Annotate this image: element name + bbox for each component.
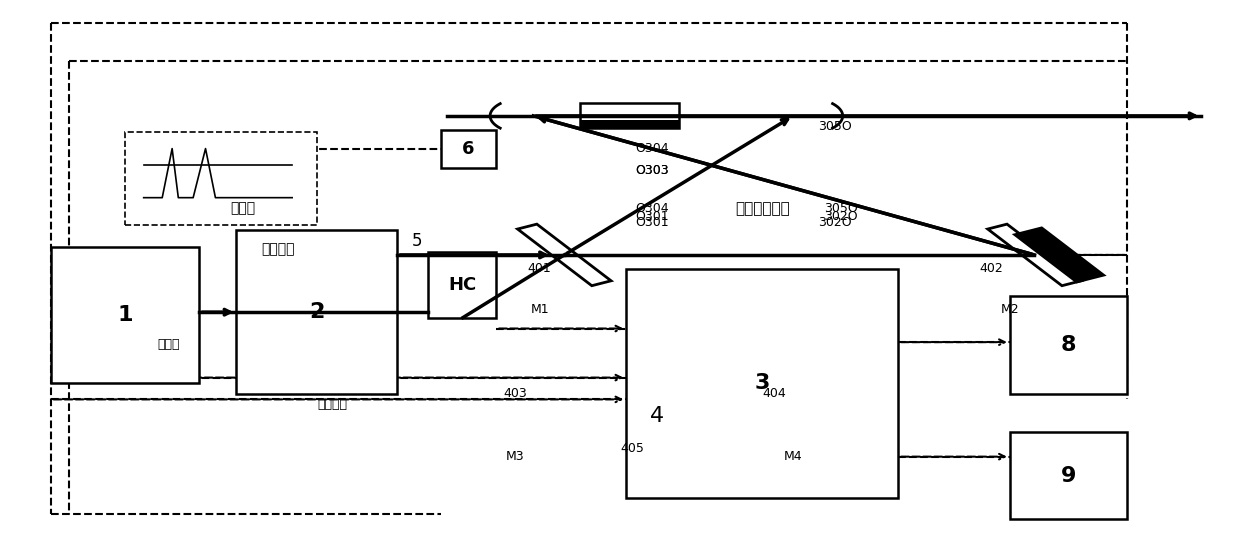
- Text: O303: O303: [635, 164, 668, 177]
- Text: 305O: 305O: [825, 202, 858, 215]
- Text: M3: M3: [506, 450, 525, 463]
- Text: 4: 4: [650, 406, 665, 426]
- Text: O301: O301: [635, 216, 668, 229]
- Text: 402: 402: [980, 262, 1003, 275]
- Text: 8: 8: [1060, 335, 1076, 355]
- Text: M4: M4: [784, 450, 802, 463]
- Text: M2: M2: [1001, 303, 1019, 316]
- Text: 401: 401: [528, 262, 552, 275]
- Text: 302O: 302O: [818, 216, 852, 229]
- Bar: [580, 104, 680, 128]
- Text: HC: HC: [448, 276, 476, 294]
- Bar: [51, 247, 200, 383]
- Text: M1: M1: [531, 303, 549, 316]
- Text: 405: 405: [620, 442, 645, 455]
- Bar: [428, 252, 496, 318]
- Bar: [440, 129, 496, 168]
- Polygon shape: [988, 224, 1081, 286]
- Text: 3: 3: [755, 373, 770, 393]
- Text: 302O: 302O: [825, 210, 858, 223]
- Bar: [580, 119, 680, 128]
- Text: 9: 9: [1060, 466, 1076, 486]
- Text: 404: 404: [763, 387, 786, 401]
- Text: 参考电压: 参考电压: [262, 242, 295, 256]
- Text: O301: O301: [635, 210, 668, 223]
- Bar: [626, 269, 898, 498]
- Text: 403: 403: [503, 387, 527, 401]
- Text: 2: 2: [309, 302, 325, 322]
- Text: 参考电压: 参考电压: [317, 398, 347, 412]
- Polygon shape: [517, 224, 611, 286]
- Text: 腔信号: 腔信号: [157, 338, 180, 351]
- Text: 1: 1: [118, 305, 133, 325]
- Bar: [1009, 296, 1127, 394]
- Bar: [125, 132, 317, 225]
- Polygon shape: [1014, 228, 1104, 282]
- Text: 305O: 305O: [818, 121, 852, 133]
- Text: O303: O303: [635, 164, 668, 177]
- Bar: [1009, 432, 1127, 520]
- Text: O304: O304: [635, 142, 668, 155]
- Text: O304: O304: [635, 202, 668, 215]
- Text: 自动锁腔装置: 自动锁腔装置: [735, 201, 790, 216]
- Text: 6: 6: [463, 140, 475, 158]
- Bar: [237, 230, 397, 394]
- Text: 腔信号: 腔信号: [231, 202, 255, 215]
- Text: 5: 5: [412, 232, 422, 250]
